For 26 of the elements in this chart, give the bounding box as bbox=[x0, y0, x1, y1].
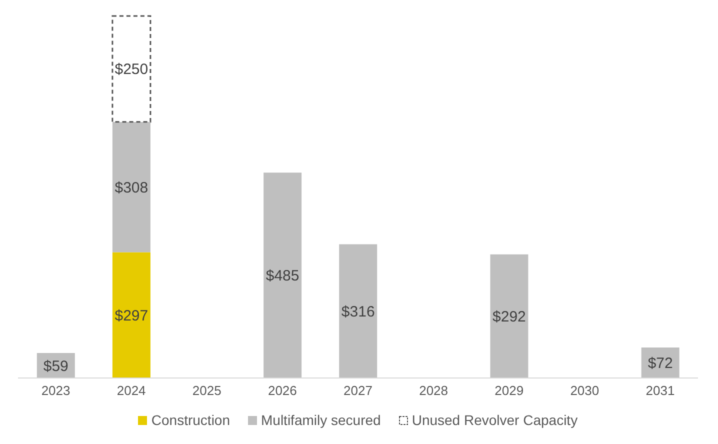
legend-label: Construction bbox=[151, 412, 230, 428]
data-label: $308 bbox=[114, 179, 148, 196]
data-label: $250 bbox=[114, 61, 148, 78]
x-tick-label: 2030 bbox=[570, 383, 600, 398]
legend-label: Multifamily secured bbox=[261, 412, 381, 428]
bar bbox=[112, 15, 152, 123]
x-tick-label: 2023 bbox=[41, 383, 70, 398]
bar bbox=[112, 122, 150, 252]
legend-label: Unused Revolver Capacity bbox=[412, 412, 578, 428]
x-tick-label: 2027 bbox=[344, 383, 372, 398]
data-label: $316 bbox=[341, 303, 375, 320]
x-tick-label: 2031 bbox=[646, 383, 675, 398]
x-tick-label: 2024 bbox=[116, 383, 146, 398]
x-tick-label: 2026 bbox=[268, 383, 297, 398]
data-label: $297 bbox=[114, 307, 148, 324]
bar bbox=[264, 172, 302, 378]
bar bbox=[112, 252, 150, 378]
x-tick-label: 2028 bbox=[419, 383, 448, 398]
data-label: $72 bbox=[648, 355, 673, 372]
data-label: $485 bbox=[266, 268, 300, 285]
data-label: $59 bbox=[43, 358, 68, 375]
x-tick-label: 2025 bbox=[192, 383, 222, 398]
data-label: $292 bbox=[492, 308, 526, 326]
x-tick-label: 2029 bbox=[494, 383, 524, 398]
bar bbox=[490, 254, 528, 378]
bar bbox=[339, 244, 378, 378]
